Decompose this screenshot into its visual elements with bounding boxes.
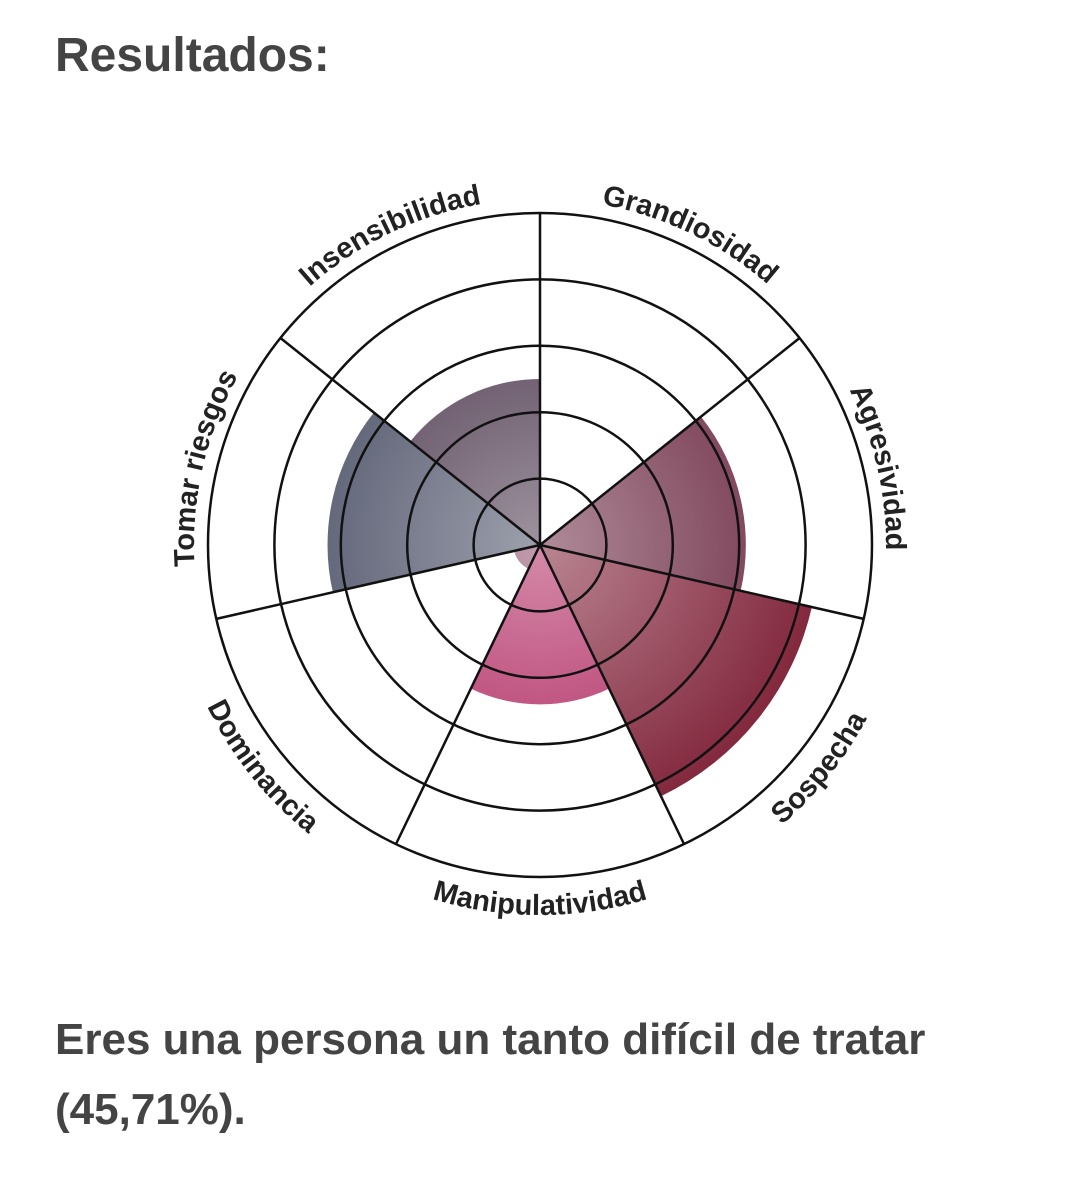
sector [410, 379, 540, 545]
category-label-path: Agresividad [843, 379, 911, 550]
spoke [538, 544, 686, 845]
spoke [279, 337, 541, 546]
category-label-path: Insensibilidad [293, 179, 483, 292]
sector [540, 416, 746, 591]
sector [327, 412, 540, 593]
category-label-path: Dominancia [201, 695, 326, 840]
category-label: Manipulatividad [430, 875, 650, 922]
sector [540, 545, 812, 797]
sector [514, 545, 540, 569]
category-label: Tomar riesgos [169, 364, 244, 567]
category-label-path: Manipulatividad [430, 875, 650, 922]
chart: GrandiosidadAgresividadSospechaManipulat… [169, 179, 911, 922]
spoke [394, 544, 542, 845]
category-label: Grandiosidad [600, 180, 784, 290]
title: Resultados: [55, 29, 330, 82]
category-label: Insensibilidad [293, 179, 483, 292]
spoke [216, 543, 541, 621]
spoke [539, 337, 801, 546]
category-label: Agresividad [843, 379, 911, 550]
category-label: Dominancia [201, 695, 326, 840]
category-label-path: Tomar riesgos [169, 364, 244, 567]
result-text: Eres una persona un tanto difícil de tra… [55, 1015, 926, 1134]
category-label-path: Grandiosidad [600, 180, 784, 290]
sector [470, 545, 610, 705]
spoke [539, 543, 864, 621]
